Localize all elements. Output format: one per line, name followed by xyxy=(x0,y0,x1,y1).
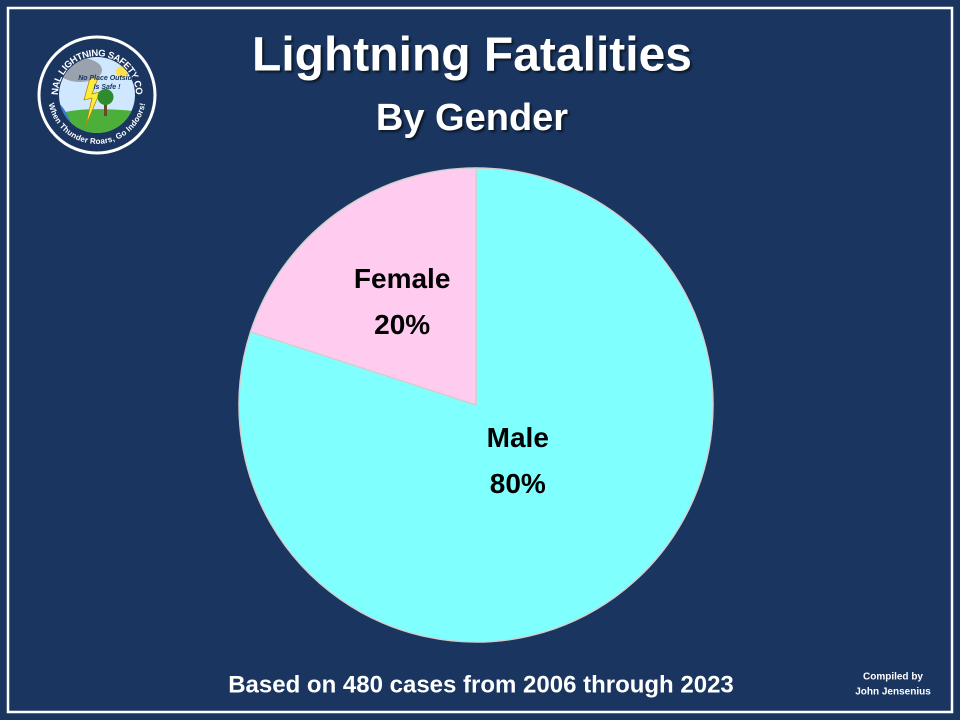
logo: NATIONAL LIGHTNING SAFETY COUNCIL When T… xyxy=(0,0,157,155)
pie-slice xyxy=(249,167,477,407)
slice-category-label: Male xyxy=(487,422,549,453)
chart-title: Lightning Fatalities xyxy=(252,29,692,82)
credit: Compiled by xyxy=(863,672,923,683)
slice-value-label: 20% xyxy=(374,309,430,340)
footnote: Based on 480 cases from 2006 through 202… xyxy=(228,671,734,698)
logo-motto: No Place Outside xyxy=(78,75,136,82)
chart-subtitle: By Gender xyxy=(376,97,568,139)
logo-motto: Is Safe ! xyxy=(94,84,122,91)
slice-category-label: Female xyxy=(354,263,451,294)
credit: John Jensenius xyxy=(855,687,931,698)
pie: Male 80% Female 20% xyxy=(238,167,714,643)
slice-value-label: 80% xyxy=(490,468,546,499)
frame xyxy=(6,6,954,714)
